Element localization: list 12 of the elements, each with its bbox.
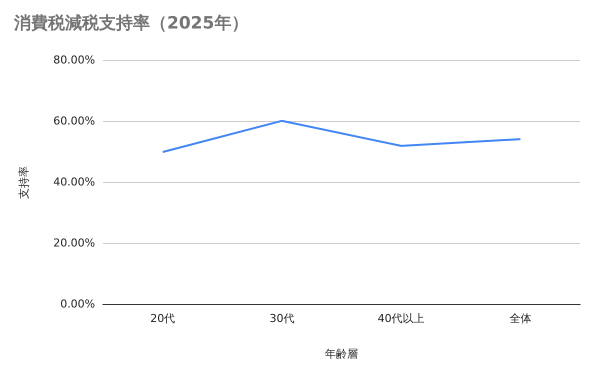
x-tick-label: 全体 — [509, 312, 532, 326]
x-tick-label: 40代以上 — [378, 312, 425, 326]
y-tick-label: 0.00% — [60, 297, 96, 310]
y-tick-label: 60.00% — [53, 114, 96, 128]
chart-title: 消費税減税支持率（2025年） — [13, 14, 248, 34]
x-tick-label: 30代 — [269, 312, 294, 326]
y-axis-title: 支持率 — [17, 166, 30, 199]
x-axis-title: 年齢層 — [325, 347, 358, 360]
x-tick-label: 20代 — [150, 312, 176, 326]
y-tick-label: 20.00% — [53, 236, 96, 250]
y-tick-label: 40.00% — [53, 175, 96, 188]
y-tick-label: 80.00% — [53, 53, 96, 66]
